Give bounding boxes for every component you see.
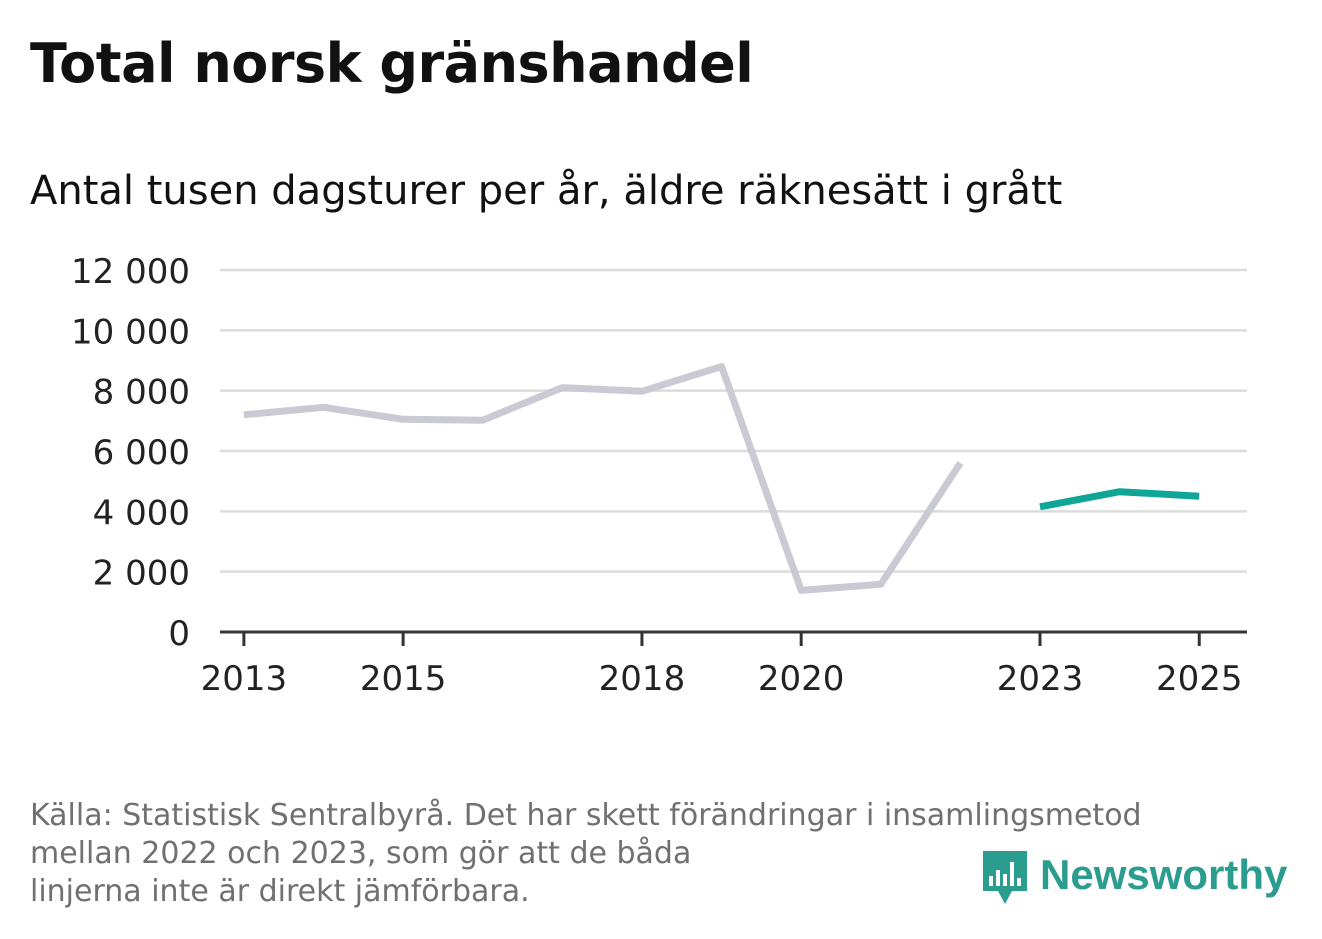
source-note: Källa: Statistisk Sentralbyrå. Det har s… bbox=[30, 797, 1210, 911]
source-line: Källa: Statistisk Sentralbyrå. Det har s… bbox=[30, 798, 1142, 833]
x-tick-label: 2018 bbox=[599, 659, 686, 699]
y-tick-label: 12 000 bbox=[71, 252, 190, 292]
gridlines bbox=[220, 268, 1247, 573]
x-tick-label: 2023 bbox=[997, 659, 1084, 699]
y-tick-label: 0 bbox=[168, 614, 190, 654]
x-tick-label: 2013 bbox=[201, 659, 288, 699]
series-lines bbox=[243, 363, 1200, 594]
x-tick-label: 2020 bbox=[758, 659, 845, 699]
y-tick-label: 8 000 bbox=[93, 373, 190, 413]
y-tick-label: 2 000 bbox=[93, 554, 190, 594]
x-axis: 2013 2015 2018 2020 2023 2025 bbox=[201, 630, 1247, 699]
bar-chart-speech-bubble-icon bbox=[983, 851, 1027, 904]
y-axis-tick-labels: 0 2 000 4 000 6 000 8 000 10 000 12 000 bbox=[71, 252, 190, 654]
x-tick-label: 2015 bbox=[360, 659, 447, 699]
source-line: mellan 2022 och 2023, som gör att de båd… bbox=[30, 836, 692, 871]
source-line: linjerna inte är direkt jämförbara. bbox=[30, 874, 530, 909]
chart-subtitle: Antal tusen dagsturer per år, äldre räkn… bbox=[30, 168, 1063, 214]
y-tick-label: 10 000 bbox=[71, 312, 190, 352]
y-tick-label: 6 000 bbox=[93, 433, 190, 473]
brand-logo: Newsworthy bbox=[980, 848, 1287, 910]
x-tick-label: 2025 bbox=[1156, 659, 1243, 699]
y-tick-label: 4 000 bbox=[93, 493, 190, 533]
series-line bbox=[1039, 488, 1200, 511]
series-line bbox=[243, 363, 964, 594]
brand-name: Newsworthy bbox=[1040, 851, 1288, 898]
chart-title: Total norsk gränshandel bbox=[30, 32, 754, 95]
